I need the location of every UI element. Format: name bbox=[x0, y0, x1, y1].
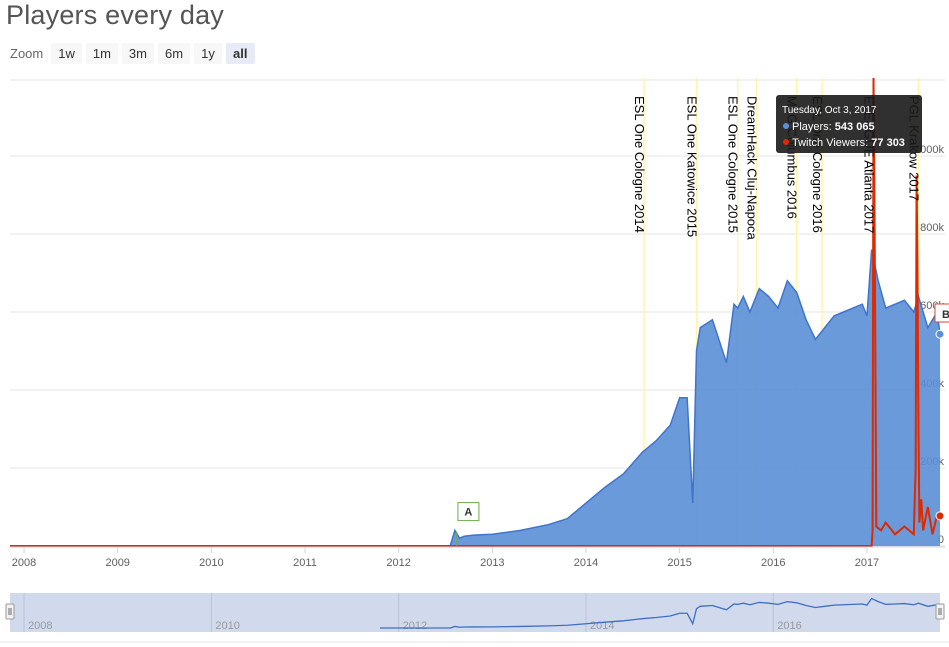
zoom-button-1m[interactable]: 1m bbox=[85, 43, 118, 64]
tooltip-date: Tuesday, Oct 3, 2017 bbox=[782, 105, 877, 116]
y-tick-label: 0 bbox=[938, 534, 944, 546]
twitch-marker bbox=[935, 511, 945, 521]
tooltip-value: 77 303 bbox=[871, 137, 905, 149]
x-tick-label: 2017 bbox=[855, 557, 879, 569]
players-marker bbox=[935, 329, 945, 339]
x-tick-label: 2015 bbox=[667, 557, 691, 569]
tooltip-value: 543 065 bbox=[835, 121, 875, 133]
x-tick-label: 2016 bbox=[761, 557, 785, 569]
navigator-handle-left[interactable] bbox=[5, 603, 15, 620]
tooltip-dot bbox=[783, 123, 789, 129]
x-tick-label: 2008 bbox=[12, 557, 36, 569]
x-tick-label: 2009 bbox=[105, 557, 129, 569]
zoom-button-1w[interactable]: 1w bbox=[51, 43, 82, 64]
zoom-button-6m[interactable]: 6m bbox=[157, 43, 191, 64]
y-tick-label: 800k bbox=[920, 222, 944, 234]
tooltip: Tuesday, Oct 3, 2017 Players: 543 065 Twit… bbox=[776, 95, 922, 153]
flag-a bbox=[457, 502, 480, 522]
event-label: ESL One Cologne 2015 bbox=[726, 96, 741, 233]
page-title: Players every day bbox=[6, 0, 224, 30]
tooltip-row: Twitch Viewers: 77 303 bbox=[792, 137, 905, 149]
tooltip-box bbox=[776, 95, 922, 153]
event-label: ESL One Cologne 2014 bbox=[632, 96, 647, 233]
tooltip-dot bbox=[783, 139, 789, 145]
tooltip-row: Players: 543 065 bbox=[792, 121, 875, 133]
players-area bbox=[10, 249, 940, 546]
zoom-button-all[interactable]: all bbox=[226, 43, 255, 64]
flag-b bbox=[934, 303, 949, 323]
navigator-mask bbox=[10, 593, 940, 632]
x-tick-label: 2014 bbox=[574, 557, 598, 569]
zoom-button-3m[interactable]: 3m bbox=[121, 43, 154, 64]
navigator-tick-label: 2012 bbox=[403, 620, 427, 632]
navigator-tick-label: 2016 bbox=[777, 620, 801, 632]
players-line bbox=[10, 249, 941, 547]
flag-a-label: A bbox=[464, 507, 472, 519]
navigator-series bbox=[379, 597, 941, 629]
zoom-button-1y[interactable]: 1y bbox=[194, 43, 223, 64]
event-label: DreamHack Cluj-Napoca bbox=[744, 96, 759, 241]
navigator-tick-label: 2008 bbox=[28, 620, 52, 632]
zoom-bar: Zoom 1w 1m 3m 6m 1y all bbox=[10, 43, 255, 64]
x-tick-label: 2012 bbox=[386, 557, 410, 569]
x-tick-label: 2011 bbox=[293, 557, 317, 569]
flag-b-label: B bbox=[942, 309, 949, 321]
x-tick-label: 2013 bbox=[480, 557, 504, 569]
navigator-handle-right[interactable] bbox=[935, 603, 945, 620]
navigator-tick-label: 2010 bbox=[215, 620, 239, 632]
zoom-label: Zoom bbox=[10, 46, 44, 61]
twitch-line bbox=[10, 77, 941, 547]
event-label: ESL One Katowice 2015 bbox=[684, 96, 699, 237]
x-tick-label: 2010 bbox=[199, 557, 223, 569]
